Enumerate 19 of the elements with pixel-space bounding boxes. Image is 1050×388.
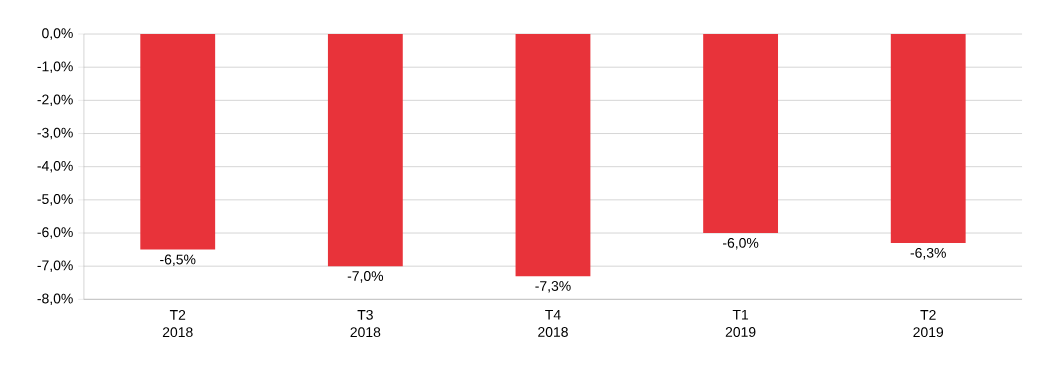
y-tick-label: -2,0%: [37, 94, 73, 107]
x-tick-label: T2 2018: [162, 309, 193, 338]
x-tick-label: T3 2018: [350, 309, 381, 338]
y-tick-label: -3,0%: [37, 127, 73, 140]
y-tick-label: -8,0%: [37, 293, 73, 306]
data-label: -6,3%: [910, 247, 946, 260]
y-tick-label: 0,0%: [42, 28, 73, 40]
data-label: -7,0%: [347, 271, 384, 283]
data-label: -7,3%: [535, 280, 571, 293]
y-tick-label: -1,0%: [37, 61, 73, 73]
y-tick-label: -7,0%: [37, 260, 73, 272]
data-label: -6,0%: [723, 237, 759, 250]
x-tick-label: T2 2019: [913, 309, 944, 338]
y-tick-label: -6,0%: [37, 227, 73, 239]
data-label: -6,5%: [160, 254, 196, 266]
y-tick-label: -5,0%: [37, 194, 73, 206]
y-tick-label: -4,0%: [37, 160, 73, 173]
x-tick-label: T4 2018: [538, 309, 568, 337]
x-tick-label: T1 2019: [725, 309, 756, 337]
